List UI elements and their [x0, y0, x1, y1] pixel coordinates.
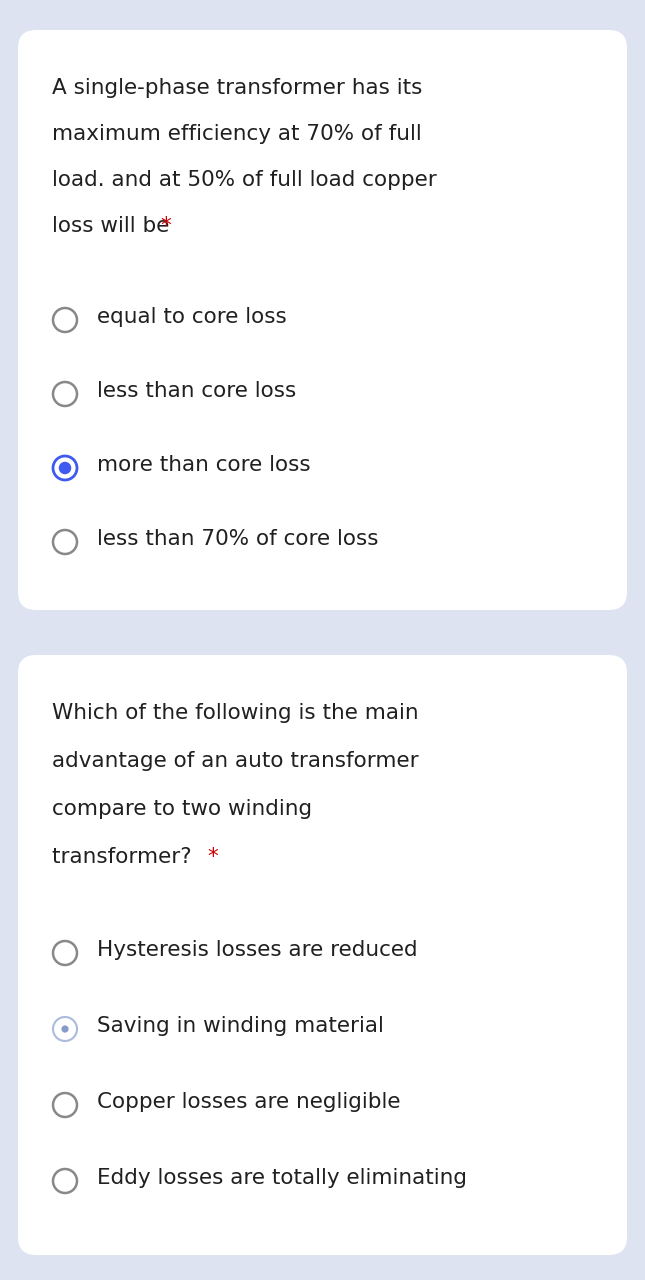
Text: load. and at 50% of full load copper: load. and at 50% of full load copper	[52, 170, 437, 189]
Text: less than core loss: less than core loss	[97, 381, 296, 401]
Text: Eddy losses are totally eliminating: Eddy losses are totally eliminating	[97, 1167, 467, 1188]
Text: transformer?: transformer?	[52, 847, 199, 867]
Text: A single-phase transformer has its: A single-phase transformer has its	[52, 78, 422, 99]
Text: advantage of an auto transformer: advantage of an auto transformer	[52, 751, 419, 771]
Circle shape	[59, 462, 71, 474]
Text: maximum efficiency at 70% of full: maximum efficiency at 70% of full	[52, 124, 422, 143]
Text: loss will be: loss will be	[52, 216, 176, 236]
Circle shape	[53, 1018, 77, 1041]
Text: *: *	[207, 847, 218, 867]
Text: Hysteresis losses are reduced: Hysteresis losses are reduced	[97, 940, 417, 960]
FancyBboxPatch shape	[18, 29, 627, 611]
Text: equal to core loss: equal to core loss	[97, 307, 287, 326]
Text: *: *	[160, 216, 171, 236]
Circle shape	[53, 456, 77, 480]
Text: Saving in winding material: Saving in winding material	[97, 1016, 384, 1036]
Circle shape	[61, 1025, 68, 1033]
Text: compare to two winding: compare to two winding	[52, 799, 312, 819]
Text: Which of the following is the main: Which of the following is the main	[52, 703, 419, 723]
Text: more than core loss: more than core loss	[97, 454, 311, 475]
FancyBboxPatch shape	[18, 655, 627, 1254]
Text: Copper losses are negligible: Copper losses are negligible	[97, 1092, 401, 1112]
Text: less than 70% of core loss: less than 70% of core loss	[97, 529, 379, 549]
